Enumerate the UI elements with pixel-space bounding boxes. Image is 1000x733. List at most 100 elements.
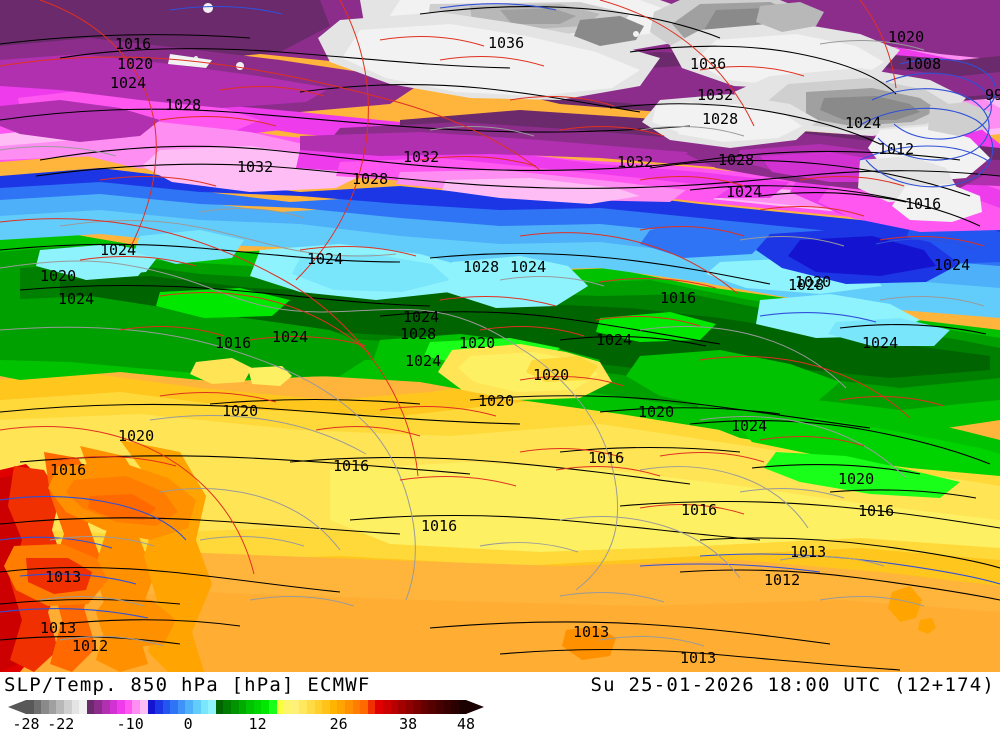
colorbar-swatch [276, 700, 285, 714]
isobar-pressure-label: 1024 [934, 256, 971, 274]
colorbar-swatch [26, 700, 34, 714]
isobar-pressure-label: 1032 [697, 86, 734, 104]
colorbar-tick-label: 38 [399, 715, 418, 733]
colorbar-swatch [170, 700, 178, 714]
colorbar-swatch [428, 700, 437, 714]
isobar-pressure-label: 1016 [858, 502, 895, 520]
colorbar-swatch [246, 700, 254, 714]
colorbar-swatch [208, 700, 216, 714]
isobar-pressure-label: 1020 [795, 273, 832, 291]
colorbar-swatch [344, 700, 353, 714]
isobar-pressure-label: 1036 [488, 34, 525, 52]
colorbar-swatch [352, 700, 361, 714]
colorbar-swatch [420, 700, 429, 714]
isobar-pressure-label: 1024 [405, 352, 442, 370]
isobar-pressure-label: 1028 [400, 325, 437, 343]
colorbar-swatches [26, 700, 467, 714]
isobar-pressure-label: 1013 [680, 649, 717, 667]
colorbar-tick-label: 26 [329, 715, 348, 733]
isobar-pressure-label: 1020 [838, 470, 875, 488]
colorbar-tick-label: -10 [116, 715, 144, 733]
colorbar-swatch [139, 700, 148, 714]
colorbar-swatch [223, 700, 232, 714]
colorbar-swatch [291, 700, 300, 714]
colorbar-swatch [413, 700, 421, 714]
isobar-pressure-label: 1013 [45, 568, 82, 586]
isobar-pressure-label: 1024 [596, 331, 633, 349]
isobar-pressure-label: 1016 [681, 501, 718, 519]
isobar-lines-blue [0, 3, 1000, 619]
isobar-pressure-label: 1020 [478, 392, 515, 410]
isobar-pressure-label: 1012 [72, 637, 109, 655]
isobar-pressure-label: 1024 [731, 417, 768, 435]
isobar-pressure-label: 1020 [533, 366, 570, 384]
colorbar-swatch [41, 700, 49, 714]
page-title: SLP/Temp. 850 hPa [hPa] ECMWF [4, 674, 371, 696]
isobar-pressure-label: 1013 [573, 623, 610, 641]
colorbar-swatch [231, 700, 239, 714]
isobar-pressure-label: 1028 [718, 151, 755, 169]
isobar-pressure-label: 1013 [790, 543, 827, 561]
colorbar-swatch [200, 700, 209, 714]
isobar-pressure-label: 1036 [690, 55, 727, 73]
isobar-pressure-label: 1024 [510, 258, 547, 276]
isobar-pressure-label: 1024 [403, 308, 440, 326]
colorbar-swatch [375, 700, 383, 714]
isobar-pressure-label: 1024 [845, 114, 882, 132]
isobar-pressure-label: 1032 [617, 153, 654, 171]
isobar-pressure-label: 1020 [888, 28, 925, 46]
colorbar-swatch [94, 700, 102, 714]
colorbar-swatch [162, 700, 171, 714]
colorbar-swatch [177, 700, 186, 714]
colorbar-swatch [390, 700, 399, 714]
isobar-pressure-label: 1013 [40, 619, 77, 637]
colorbar-swatch [367, 700, 376, 714]
colorbar-swatch [382, 700, 391, 714]
isobar-pressure-label: 1012 [878, 140, 915, 158]
colorbar: -28 -22 -10 0 12 26 38 48 [0, 700, 484, 733]
isobar-pressure-label: 1020 [117, 55, 154, 73]
colorbar-swatch [155, 700, 163, 714]
isobar-pressure-label: 1024 [272, 328, 309, 346]
isobar-pressure-label: 1016 [660, 289, 697, 307]
isobar-pressure-label: 1020 [459, 334, 496, 352]
colorbar-swatch [458, 700, 467, 714]
isobar-pressure-label: 1016 [905, 195, 942, 213]
colorbar-swatch [443, 700, 452, 714]
colorbar-tick-label: 12 [248, 715, 267, 733]
colorbar-swatch [117, 700, 125, 714]
colorbar-swatch [314, 700, 323, 714]
isobar-pressure-label: 1024 [110, 74, 147, 92]
colorbar-right-arrow-icon [466, 700, 484, 714]
colorbar-swatch [253, 700, 262, 714]
isobar-pressure-label: 1012 [764, 571, 801, 589]
forecast-timestamp: Su 25-01-2026 18:00 UTC (12+174) [590, 674, 995, 696]
colorbar-tick-label: 48 [456, 715, 476, 733]
isobar-pressure-label: 1024 [862, 334, 899, 352]
colorbar-swatch [147, 700, 156, 714]
isobar-pressure-label: 1024 [726, 183, 763, 201]
colorbar-swatch [71, 700, 80, 714]
isobar-pressure-label: 1032 [403, 148, 440, 166]
colorbar-swatch [398, 700, 406, 714]
isobar-pressure-label: 996 [985, 86, 1000, 104]
isobar-pressure-label: 1020 [222, 402, 259, 420]
colorbar-left-arrow-icon [8, 700, 26, 714]
isobar-pressure-label: 1032 [237, 158, 274, 176]
weather-map-canvas[interactable]: 1016 1020 1024 1028 1036 1036 1032 1028 1020 1008… [0, 0, 1000, 672]
isobar-pressure-label: 1024 [58, 290, 95, 308]
colorbar-swatch [322, 700, 330, 714]
colorbar-swatch [405, 700, 414, 714]
colorbar-swatch [451, 700, 459, 714]
isobar-pressure-label: 1024 [307, 250, 344, 268]
colorbar-swatch [56, 700, 64, 714]
colorbar-swatch [48, 700, 57, 714]
colorbar-swatch [132, 700, 140, 714]
map-footer: SLP/Temp. 850 hPa [hPa] ECMWF Su 25-01-2… [0, 672, 1000, 733]
colorbar-swatch [360, 700, 368, 714]
colorbar-swatch [79, 700, 87, 714]
colorbar-swatch [269, 700, 277, 714]
colorbar-swatch [101, 700, 110, 714]
colorbar-swatch [33, 700, 42, 714]
